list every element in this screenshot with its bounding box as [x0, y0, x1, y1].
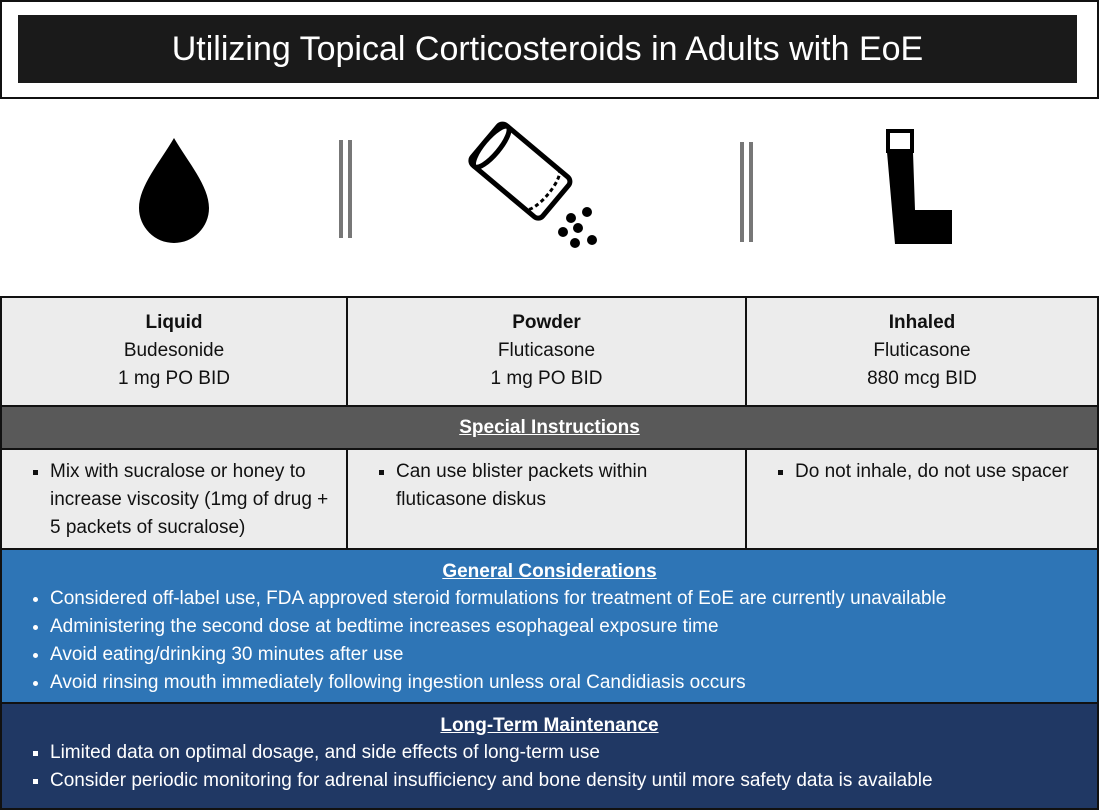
- list-item: Avoid rinsing mouth immediately followin…: [50, 669, 1097, 697]
- icons: [139, 121, 952, 248]
- drug: Fluticasone: [497, 340, 596, 361]
- instruction: Mix with sucralose or honey to increase …: [50, 458, 346, 542]
- header-cell: Liquid Budesonide 1 mg PO BID: [2, 298, 348, 405]
- table: Liquid Budesonide 1 mg PO BID Powder Flutica…: [0, 296, 1099, 810]
- title-bar: Utilizing Topical Corticosteroids in Adu…: [18, 15, 1077, 83]
- dose: 880 mcg BID: [867, 368, 977, 389]
- instruction-cell: Mix with sucralose or honey to increase …: [2, 450, 348, 548]
- section-title: Special Instructions: [459, 416, 640, 438]
- instruction-cell: Do not inhale, do not use spacer: [747, 450, 1097, 548]
- dose: 1 mg PO BID: [118, 368, 230, 389]
- title: Utilizing Topical Corticosteroids in Adu…: [171, 29, 924, 68]
- list: Can use blister packets within fluticaso…: [348, 458, 745, 514]
- long-term-section: Long-Term Maintenance Limited data on op…: [2, 704, 1097, 808]
- inhaler-icon: [886, 129, 952, 244]
- powder-icon: [468, 121, 597, 248]
- list: Mix with sucralose or honey to increase …: [2, 458, 346, 542]
- header-row: Liquid Budesonide 1 mg PO BID Powder Flutica…: [2, 298, 1097, 405]
- instruction: Do not inhale, do not use spacer: [795, 458, 1097, 486]
- title-box: Utilizing Topical Corticosteroids in Adu…: [0, 0, 1099, 99]
- list: Do not inhale, do not use spacer: [747, 458, 1097, 486]
- instruction: Can use blister packets within fluticaso…: [396, 458, 745, 514]
- list-item: Limited data on optimal dosage, and side…: [50, 739, 1097, 767]
- drop-icon: [139, 138, 209, 243]
- drug: Budesonide: [123, 340, 225, 361]
- divider: [339, 140, 352, 238]
- section-title: Long-Term Maintenance: [440, 715, 659, 736]
- instruction-cell: Can use blister packets within fluticaso…: [348, 450, 747, 548]
- list-item: Consider periodic monitoring for adrenal…: [50, 767, 1097, 795]
- header-cell: Inhaled Fluticasone 880 mcg BID: [747, 298, 1097, 405]
- drug: Fluticasone: [873, 340, 971, 361]
- form: Liquid: [145, 312, 203, 333]
- list-item: Avoid eating/drinking 30 minutes after u…: [50, 641, 1097, 669]
- header-cell: Powder Fluticasone 1 mg PO BID: [348, 298, 747, 405]
- general-section: General Considerations Considered off-la…: [2, 548, 1097, 704]
- dose: 1 mg PO BID: [490, 368, 603, 389]
- list-item: Considered off-label use, FDA approved s…: [50, 585, 1097, 613]
- list: Limited data on optimal dosage, and side…: [2, 739, 1097, 795]
- divider: [740, 142, 753, 242]
- list-item: Administering the second dose at bedtime…: [50, 613, 1097, 641]
- form: Inhaled: [888, 312, 956, 333]
- form: Powder: [512, 312, 581, 333]
- list: Considered off-label use, FDA approved s…: [2, 585, 1097, 697]
- instructions-row: Mix with sucralose or honey to increase …: [2, 450, 1097, 548]
- section-title: General Considerations: [442, 561, 657, 582]
- section-bar: Special Instructions: [2, 405, 1097, 450]
